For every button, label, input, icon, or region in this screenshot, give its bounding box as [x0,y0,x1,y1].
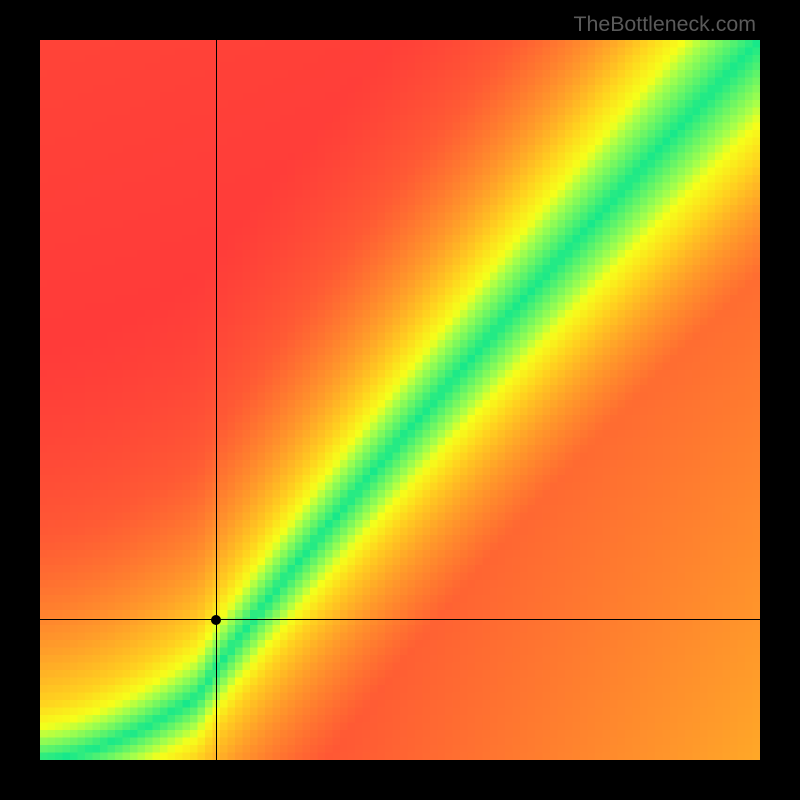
marker-dot [211,615,221,625]
crosshair-vertical [216,40,217,760]
crosshair-horizontal [40,619,760,620]
heatmap-canvas [40,40,760,760]
heatmap-plot [40,40,760,760]
watermark-label: TheBottleneck.com [573,12,756,37]
